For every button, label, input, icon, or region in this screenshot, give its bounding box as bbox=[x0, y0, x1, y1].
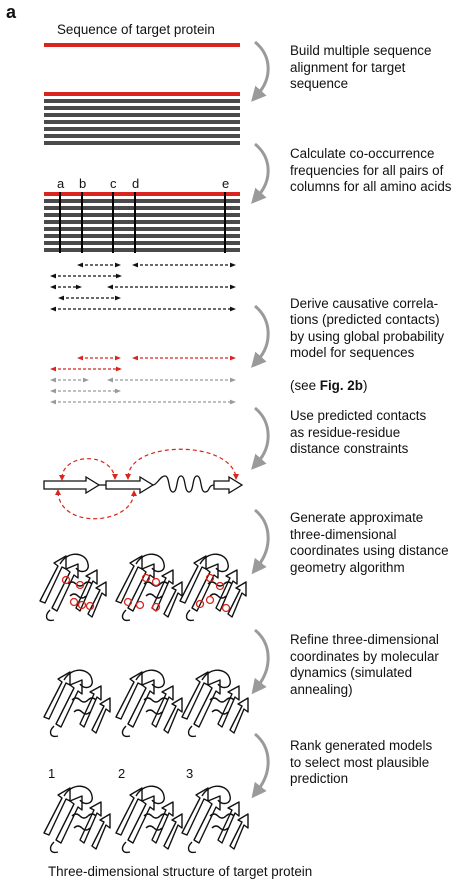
step-2-text: Calculate co-occurrence frequencies for … bbox=[290, 146, 452, 194]
model-number-2: 2 bbox=[118, 766, 126, 781]
pair-arrows-filtered bbox=[50, 355, 236, 405]
column-letter-e: e bbox=[222, 176, 230, 191]
step-3-ref-prefix: (see bbox=[290, 378, 320, 393]
bottom-title: Three-dimensional structure of target pr… bbox=[48, 864, 313, 879]
process-flow-arrows bbox=[251, 40, 270, 799]
step-1-text: Build multiple sequence alignment for ta… bbox=[290, 43, 432, 91]
column-letter-a: a bbox=[57, 176, 65, 191]
step-3-main: Derive causative correla- tions (predict… bbox=[290, 295, 445, 361]
distance-geometry-models bbox=[39, 553, 247, 622]
msa-block-2 bbox=[44, 192, 240, 253]
pair-arrows-black bbox=[50, 262, 236, 312]
step-3-ref-suffix: ) bbox=[362, 378, 368, 393]
model-number-1: 1 bbox=[48, 766, 56, 781]
refined-models bbox=[43, 669, 249, 738]
column-letter-c: c bbox=[110, 176, 117, 191]
column-letter-d: d bbox=[132, 176, 140, 191]
step-6-text: Refine three-dimensional coordinates by … bbox=[290, 632, 439, 697]
secondary-structure-cartoon bbox=[43, 448, 244, 520]
step-7-text: Rank generated models to select most pla… bbox=[290, 738, 433, 786]
target-sequence-bar bbox=[44, 43, 240, 47]
model-number-3: 3 bbox=[186, 766, 194, 781]
step-4-text: Use predicted contacts as residue-residu… bbox=[290, 408, 427, 456]
step-3-text: Derive causative correla- tions (predict… bbox=[290, 279, 444, 395]
column-letter-b: b bbox=[79, 176, 87, 191]
step-5-text: Generate approximate three-dimensional c… bbox=[290, 510, 449, 575]
msa-block-1 bbox=[44, 92, 240, 145]
ranked-models bbox=[43, 785, 249, 854]
step-3-ref-fig: Fig. 2b bbox=[319, 378, 363, 393]
sequence-title: Sequence of target protein bbox=[57, 22, 215, 37]
panel-label: a bbox=[6, 2, 17, 22]
